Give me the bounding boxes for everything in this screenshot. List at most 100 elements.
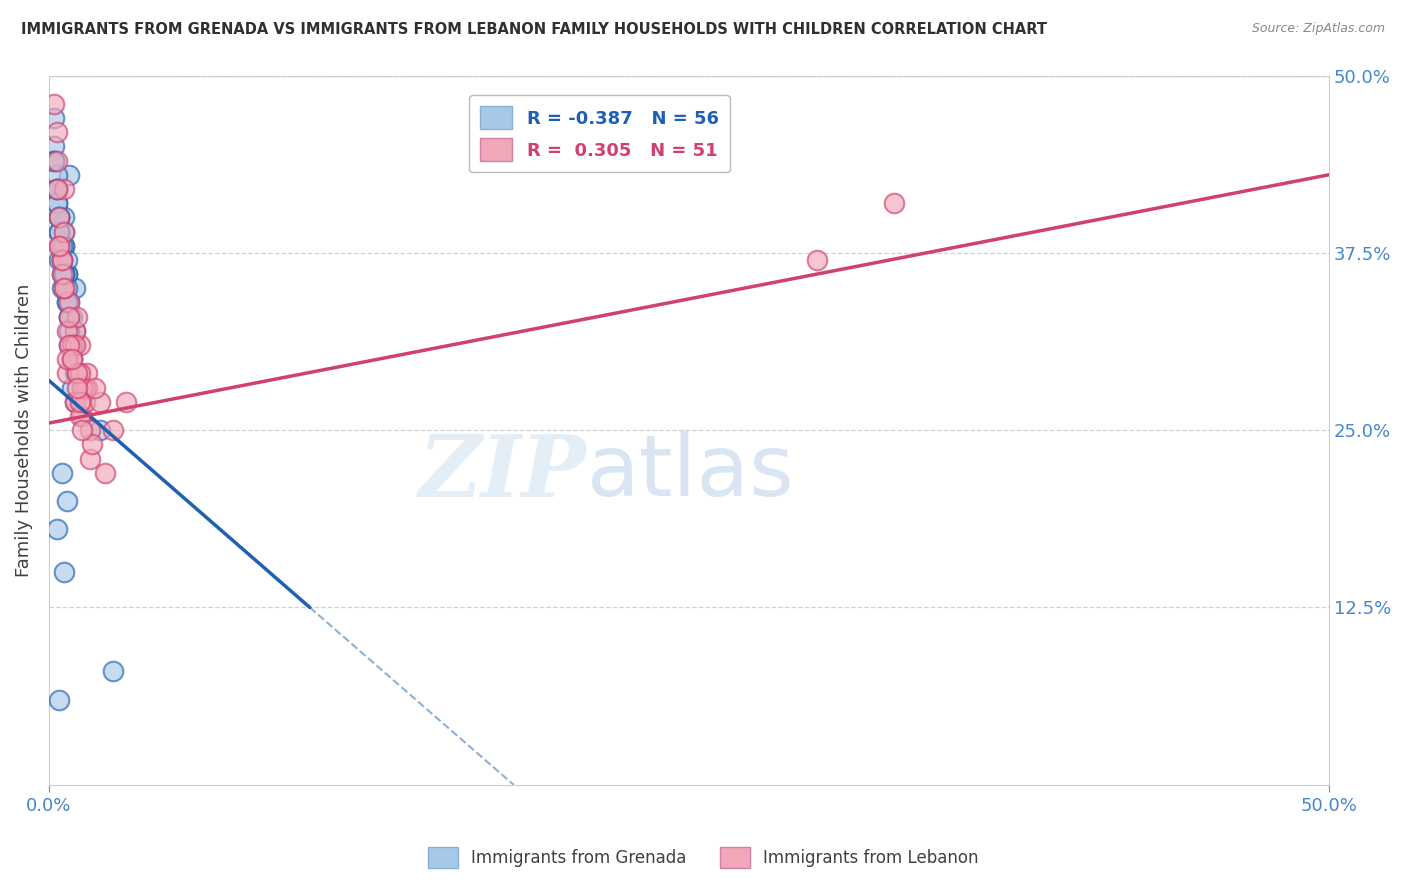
Point bbox=[45, 153, 67, 168]
Point bbox=[58, 310, 80, 324]
Point bbox=[51, 281, 73, 295]
Point bbox=[73, 381, 96, 395]
Point bbox=[56, 267, 79, 281]
Point bbox=[94, 466, 117, 480]
Point bbox=[58, 324, 80, 338]
Y-axis label: Family Households with Children: Family Households with Children bbox=[15, 284, 32, 577]
Point bbox=[806, 252, 828, 267]
Point bbox=[114, 394, 136, 409]
Point bbox=[48, 211, 70, 225]
Point bbox=[53, 565, 76, 579]
Point bbox=[53, 238, 76, 252]
Point bbox=[56, 267, 79, 281]
Point bbox=[89, 394, 111, 409]
Point bbox=[56, 494, 79, 508]
Point bbox=[60, 338, 83, 352]
Point bbox=[53, 267, 76, 281]
Text: ZIP: ZIP bbox=[419, 431, 586, 515]
Point bbox=[56, 295, 79, 310]
Point bbox=[63, 324, 86, 338]
Point bbox=[48, 252, 70, 267]
Point bbox=[63, 324, 86, 338]
Point bbox=[63, 338, 86, 352]
Point bbox=[51, 267, 73, 281]
Legend: R = -0.387   N = 56, R =  0.305   N = 51: R = -0.387 N = 56, R = 0.305 N = 51 bbox=[470, 95, 730, 172]
Point bbox=[60, 352, 83, 367]
Point bbox=[53, 267, 76, 281]
Point bbox=[45, 182, 67, 196]
Point bbox=[56, 252, 79, 267]
Point bbox=[53, 211, 76, 225]
Point bbox=[60, 352, 83, 367]
Point bbox=[76, 367, 98, 381]
Point bbox=[63, 367, 86, 381]
Point bbox=[48, 211, 70, 225]
Point bbox=[89, 423, 111, 437]
Point bbox=[60, 352, 83, 367]
Text: IMMIGRANTS FROM GRENADA VS IMMIGRANTS FROM LEBANON FAMILY HOUSEHOLDS WITH CHILDR: IMMIGRANTS FROM GRENADA VS IMMIGRANTS FR… bbox=[21, 22, 1047, 37]
Point bbox=[53, 225, 76, 239]
Point bbox=[58, 295, 80, 310]
Point bbox=[82, 437, 104, 451]
Point bbox=[883, 196, 905, 211]
Point bbox=[45, 182, 67, 196]
Point bbox=[53, 267, 76, 281]
Point bbox=[53, 281, 76, 295]
Point bbox=[58, 310, 80, 324]
Point bbox=[63, 394, 86, 409]
Point bbox=[58, 295, 80, 310]
Point bbox=[42, 153, 65, 168]
Point bbox=[58, 338, 80, 352]
Point bbox=[53, 281, 76, 295]
Point bbox=[45, 182, 67, 196]
Point bbox=[56, 295, 79, 310]
Point bbox=[66, 367, 89, 381]
Point bbox=[58, 310, 80, 324]
Point bbox=[79, 423, 101, 437]
Point bbox=[56, 324, 79, 338]
Point bbox=[51, 252, 73, 267]
Point bbox=[56, 352, 79, 367]
Point bbox=[45, 196, 67, 211]
Point bbox=[101, 665, 124, 679]
Point bbox=[53, 225, 76, 239]
Point bbox=[53, 238, 76, 252]
Point bbox=[66, 310, 89, 324]
Point bbox=[51, 252, 73, 267]
Point bbox=[70, 423, 93, 437]
Point bbox=[48, 238, 70, 252]
Text: atlas: atlas bbox=[586, 431, 794, 514]
Point bbox=[60, 338, 83, 352]
Point bbox=[51, 466, 73, 480]
Point bbox=[53, 182, 76, 196]
Point bbox=[69, 338, 91, 352]
Point bbox=[58, 168, 80, 182]
Point bbox=[73, 394, 96, 409]
Point bbox=[45, 168, 67, 182]
Point bbox=[63, 281, 86, 295]
Point bbox=[66, 381, 89, 395]
Point bbox=[51, 238, 73, 252]
Point bbox=[63, 394, 86, 409]
Point bbox=[42, 139, 65, 153]
Point bbox=[60, 310, 83, 324]
Point bbox=[48, 225, 70, 239]
Point bbox=[76, 381, 98, 395]
Point bbox=[51, 238, 73, 252]
Point bbox=[48, 211, 70, 225]
Legend: Immigrants from Grenada, Immigrants from Lebanon: Immigrants from Grenada, Immigrants from… bbox=[420, 840, 986, 875]
Point bbox=[42, 153, 65, 168]
Point bbox=[42, 96, 65, 111]
Point bbox=[69, 409, 91, 423]
Point bbox=[101, 423, 124, 437]
Point bbox=[69, 367, 91, 381]
Point bbox=[60, 381, 83, 395]
Point bbox=[70, 409, 93, 423]
Text: Source: ZipAtlas.com: Source: ZipAtlas.com bbox=[1251, 22, 1385, 36]
Point bbox=[66, 367, 89, 381]
Point bbox=[45, 523, 67, 537]
Point bbox=[48, 211, 70, 225]
Point bbox=[42, 111, 65, 125]
Point bbox=[45, 125, 67, 139]
Point bbox=[48, 238, 70, 252]
